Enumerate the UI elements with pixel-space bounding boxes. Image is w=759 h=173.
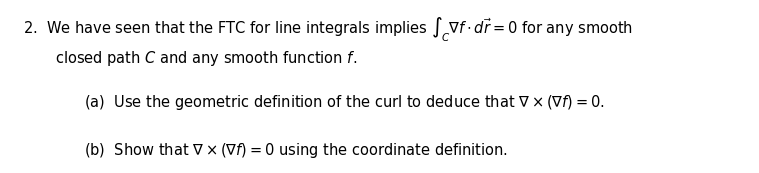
Text: (b)  Show that $\nabla \times (\nabla f) = 0$ using the coordinate definition.: (b) Show that $\nabla \times (\nabla f) … bbox=[83, 141, 508, 160]
Text: 2.  We have seen that the FTC for line integrals implies $\int_C \nabla f \cdot : 2. We have seen that the FTC for line in… bbox=[23, 15, 633, 44]
Text: closed path $C$ and any smooth function $f$.: closed path $C$ and any smooth function … bbox=[55, 49, 357, 68]
Text: (a)  Use the geometric definition of the curl to deduce that $\nabla \times (\na: (a) Use the geometric definition of the … bbox=[83, 93, 605, 112]
